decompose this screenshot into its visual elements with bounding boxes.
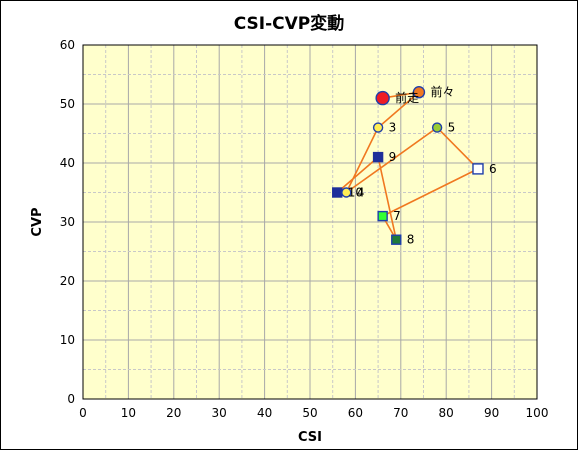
y-tick-label: 60 (60, 38, 75, 52)
x-tick-label: 80 (439, 406, 454, 420)
point-label-3: 3 (389, 121, 397, 135)
point-label-8: 8 (407, 233, 415, 247)
marker-7 (377, 210, 388, 222)
series-polyline (336, 90, 480, 241)
point-label-7: 7 (393, 209, 401, 223)
y-tick-label: 10 (60, 333, 75, 347)
x-tick-label: 50 (302, 406, 317, 420)
x-tick-label: 100 (526, 406, 549, 420)
y-axis-label: CVP (30, 207, 45, 236)
marker-前々 (412, 85, 426, 99)
point-label-4: 4 (357, 186, 365, 200)
x-tick-label: 0 (79, 406, 87, 420)
point-label-前々: 前々 (430, 84, 454, 99)
marker-4 (341, 187, 352, 198)
x-tick-label: 40 (257, 406, 272, 420)
series-line (336, 90, 480, 241)
plot-border (82, 44, 538, 400)
y-tick-labels: 0 10 20 30 40 50 60 (60, 38, 75, 406)
marker-3 (372, 122, 384, 133)
y-tick-label: 20 (60, 274, 75, 288)
marker-9 (372, 151, 384, 163)
x-tick-label: 90 (484, 406, 499, 420)
point-label-10: 10 (348, 186, 363, 200)
marker-5 (431, 122, 443, 133)
point-label-前走: 前走 (395, 90, 419, 105)
marker-10 (332, 187, 343, 198)
marker-8 (391, 234, 402, 245)
y-tick-label: 30 (60, 215, 75, 229)
x-tick-label: 10 (121, 406, 136, 420)
marker-6 (472, 163, 484, 175)
x-axis-label: CSI (298, 430, 322, 445)
x-tick-labels: 0 10 20 30 40 50 60 70 80 90 100 (79, 406, 548, 420)
point-label-6: 6 (489, 162, 497, 176)
y-tick-label: 40 (60, 156, 75, 170)
marker-前走 (375, 90, 390, 106)
x-tick-label: 20 (166, 406, 181, 420)
point-labels: 前走 前々 3 4 5 6 78 9 10 (348, 84, 497, 247)
y-tick-label: 0 (67, 392, 75, 406)
x-tick-label: 70 (393, 406, 408, 420)
x-tick-label: 30 (212, 406, 227, 420)
chart-title: CSI-CVP変動 (233, 14, 345, 34)
point-label-9: 9 (389, 150, 397, 164)
point-markers (332, 85, 484, 245)
y-tick-label: 50 (60, 97, 75, 111)
x-tick-label: 60 (348, 406, 363, 420)
point-label-5: 5 (448, 121, 456, 135)
